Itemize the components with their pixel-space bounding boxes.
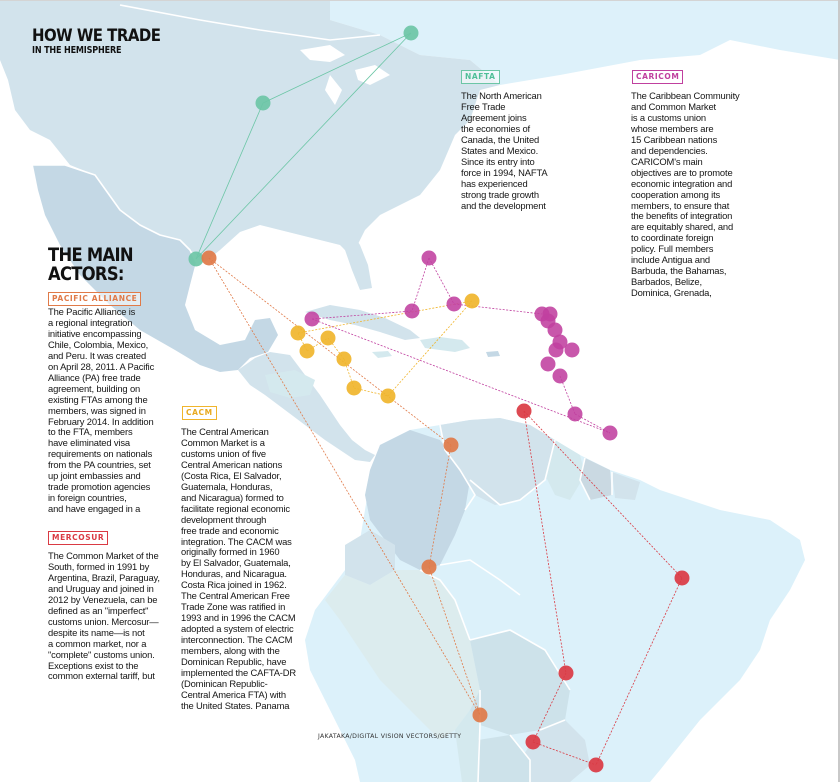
main-actors-heading: THE MAIN ACTORS: [48,244,134,285]
node-caricom [548,342,564,358]
cacm-description: The Central American Common Market is a … [181,426,297,711]
node-caricom [404,303,420,319]
node-caricom [567,406,583,422]
node-mercosur-venezuela [516,403,532,419]
pacific-alliance-description: The Pacific Alliance is a regional integ… [48,306,155,515]
node-nafta-mexico [188,251,204,267]
node-caricom [446,296,462,312]
caricom-nodes [304,250,618,441]
mercosur-lines [523,410,683,766]
nafta-description: The North American Free Trade Agreement … [461,90,548,211]
land-bolivia [470,630,570,735]
node-nafta-usa [255,95,271,111]
title-subtitle: IN THE HEMISPHERE [32,45,122,56]
node-cacm [346,380,362,396]
node-pa-chile [472,707,488,723]
land-florida [330,230,372,290]
node-caricom [540,356,556,372]
land-cuba [305,305,420,340]
node-caricom [421,250,437,266]
land-venezuela [440,418,565,505]
land-jamaica [372,351,392,358]
cacm-nodes [290,293,480,404]
caricom-description: The Caribbean Community and Common Marke… [631,90,740,299]
land-honduras [265,370,315,398]
trade-lines [195,32,683,766]
mercosur-label: MERCOSUR [48,531,109,545]
pacific-alliance-nodes [201,250,488,723]
node-caricom [552,368,568,384]
land-baja [45,180,75,250]
node-caricom [602,425,618,441]
cacm-label: CACM [182,406,217,420]
land-puerto-rico [486,351,500,357]
pacific-alliance-label: PACIFIC ALLIANCE [48,292,142,306]
nafta-lines [195,32,412,260]
node-pa-peru [421,559,437,575]
node-mercosur-brazil [674,570,690,586]
page-title: HOW WE TRADE IN THE HEMISPHERE [32,27,178,56]
node-caricom [304,311,320,327]
mercosur-description: The Common Market of the South, formed i… [48,550,160,682]
pacific-alliance-lines [208,257,481,716]
node-caricom [564,342,580,358]
nafta-nodes [188,25,419,267]
node-mercosur-bolivia [558,665,574,681]
top-border [0,0,840,1]
land-chile [455,710,480,782]
right-border [838,0,840,782]
node-pa-mexico [201,250,217,266]
land-guyana [545,440,585,500]
nafta-label: NAFTA [461,70,500,84]
land-argentina [478,735,530,782]
node-cacm [299,343,315,359]
node-caricom [547,322,563,338]
land-mexico [33,165,278,372]
land-hispaniola [420,337,470,352]
land-paraguay [520,720,590,782]
title-main: HOW WE TRADE [32,26,161,46]
country-borders [33,4,613,782]
node-pa-colombia [443,437,459,453]
node-mercosur-uruguay [588,757,604,773]
land-peru [325,570,480,740]
node-mercosur-paraguay [525,734,541,750]
image-credit: JAKATAKA/DIGITAL VISION VECTORS/GETTY [318,733,462,740]
land-canada [330,0,840,85]
mercosur-nodes [516,403,690,773]
land-colombia [365,430,470,570]
node-cacm [290,325,306,341]
great-lakes [300,45,390,105]
node-cacm [320,330,336,346]
node-cacm [464,293,480,309]
land-ecuador [345,530,395,585]
node-nafta-canada [403,25,419,41]
caricom-label: CARICOM [632,70,684,84]
land-french-guiana [612,472,640,500]
land-suriname [580,458,612,500]
node-cacm [380,388,396,404]
node-cacm [336,351,352,367]
